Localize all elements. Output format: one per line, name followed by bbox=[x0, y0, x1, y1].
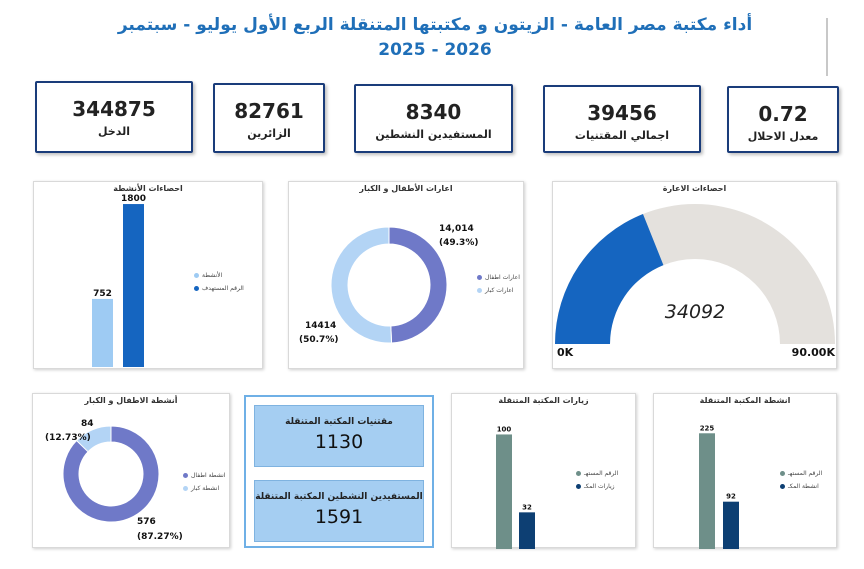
donut2-pct-children: (87.27%) bbox=[137, 532, 183, 542]
bar-visits-target bbox=[496, 434, 512, 549]
legend-activities: الأنشطة bbox=[202, 272, 223, 279]
mobile-activities-card: انشطة المكتبة المتنقلة 225 92 الرقم المس… bbox=[653, 393, 837, 549]
kpi-active-beneficiaries: 8340 المستفيدين النشطين bbox=[354, 84, 513, 153]
gauge-fill bbox=[555, 214, 664, 344]
legend-mact-actual: انشطة المكـ bbox=[788, 483, 819, 490]
legend-dot-icon bbox=[183, 473, 188, 478]
donut-slice-0 bbox=[62, 425, 160, 523]
bar-activities bbox=[92, 298, 113, 367]
bar-activities-label: 752 bbox=[93, 289, 112, 299]
activities-donut-legend: انشطة اطفال انشطة كبار bbox=[183, 472, 225, 498]
activities-legend: الأنشطة الرقم المستهدف bbox=[194, 272, 244, 298]
donut-label-adults: 14414 bbox=[305, 321, 336, 331]
bar-visits-actual-label: 32 bbox=[522, 503, 532, 511]
mobile-visits-card: زيارات المكتبة المتنقلة 100 32 الرقم الم… bbox=[451, 393, 636, 549]
bar-mact-actual bbox=[723, 501, 739, 549]
bar-mact-target-label: 225 bbox=[700, 424, 715, 432]
donut-slice-1 bbox=[330, 226, 393, 344]
bar-target-label: 1800 bbox=[121, 194, 146, 204]
mobile-active-value: 1591 bbox=[314, 506, 364, 528]
kpi-visitors-value: 82761 bbox=[234, 99, 304, 123]
donut-slice-1 bbox=[75, 425, 112, 453]
gauge-value: 34092 bbox=[665, 301, 725, 323]
mobile-visits-svg: 100 32 bbox=[496, 425, 535, 549]
bar-mact-actual-label: 92 bbox=[726, 493, 736, 501]
bar-visits-target-label: 100 bbox=[497, 425, 512, 433]
gauge-min: 0K bbox=[557, 346, 574, 359]
kpi-income: 344875 الدخل bbox=[35, 81, 193, 153]
activities-chart-svg: 752 1800 bbox=[92, 194, 146, 367]
kpi-income-label: الدخل bbox=[97, 125, 130, 138]
dashboard-title: أداء مكتبة مصر العامة - الزيتون و مكتبته… bbox=[40, 12, 830, 62]
donut2-label-adults: 84 bbox=[81, 419, 94, 429]
legend-dot-icon bbox=[194, 286, 199, 291]
activities-donut-svg: 84 (12.73%) 576 (87.27%) bbox=[45, 419, 183, 542]
legend-dot-icon bbox=[477, 288, 482, 293]
loans-donut-card: اعارات الأطفال و الكبار 14,014 (49.3%) 1… bbox=[288, 181, 524, 369]
loans-gauge-card: احصاءات الاعارة 34092 0K 90.00K bbox=[552, 181, 837, 369]
bar-visits-actual bbox=[519, 512, 535, 549]
loans-donut-title: اعارات الأطفال و الكبار bbox=[359, 184, 453, 193]
mobile-active-box: المستفيدين النشطين المكتبة المتنقلة 1591 bbox=[254, 480, 424, 542]
bar-target bbox=[123, 204, 144, 367]
donut-pct-children: (49.3%) bbox=[439, 238, 478, 248]
legend-dot-icon bbox=[780, 484, 785, 489]
mobile-activities-title: انشطة المكتبة المتنقلة bbox=[699, 396, 791, 405]
donut-slice-0 bbox=[388, 226, 448, 344]
loans-donut-svg: 14,014 (49.3%) 14414 (50.7%) bbox=[299, 224, 478, 345]
bar-mact-target bbox=[699, 433, 715, 549]
legend-children-activities: انشطة اطفال bbox=[191, 472, 226, 479]
legend-adult-loans: اعارات كبار bbox=[485, 287, 514, 294]
kpi-total-collections: 39456 اجمالي المقتنيات bbox=[543, 85, 701, 153]
kpi-active-value: 8340 bbox=[405, 100, 462, 124]
mobile-visits-title: زيارات المكتبة المتنقلة bbox=[498, 396, 589, 405]
mobile-collections-box: مقتنيات المكتبة المتنقلة 1130 bbox=[254, 405, 424, 467]
legend-adult-activities: انشطة كبار bbox=[191, 485, 220, 492]
title-line-2: 2025 - 2026 bbox=[378, 40, 492, 60]
legend-dot-icon bbox=[576, 484, 581, 489]
gauge-max: 90.00K bbox=[792, 346, 836, 359]
legend-dot-icon bbox=[477, 275, 482, 280]
donut2-label-children: 576 bbox=[137, 517, 156, 527]
legend-children-loans: اعارات اطفال bbox=[485, 274, 520, 281]
mobile-collections-label: مقتنيات المكتبة المتنقلة bbox=[285, 417, 393, 427]
activities-chart-card: احصاءات الأنشطة 752 1800 الأنشطة الرقم ا… bbox=[33, 181, 263, 369]
activities-donut-card: أنشطة الاطفال و الكبار 84 (12.73%) 576 (… bbox=[32, 393, 230, 548]
gauge-title: احصاءات الاعارة bbox=[662, 184, 727, 193]
mobile-activities-svg: 225 92 bbox=[699, 424, 739, 549]
mobile-active-label: المستفيدين النشطين المكتبة المتنقلة bbox=[255, 492, 423, 502]
kpi-rate-value: 0.72 bbox=[758, 102, 808, 126]
divider bbox=[826, 18, 828, 76]
kpi-income-value: 344875 bbox=[72, 97, 156, 121]
activities-chart-title: احصاءات الأنشطة bbox=[113, 184, 183, 193]
kpi-rate-label: معدل الاحلال bbox=[747, 130, 819, 143]
kpi-active-label: المستفيدين النشطين bbox=[375, 128, 492, 141]
mobile-activities-legend: الرقم المستهـ انشطة المكـ bbox=[780, 470, 822, 496]
mobile-library-panel: مقتنيات المكتبة المتنقلة 1130 المستفيدين… bbox=[244, 395, 434, 548]
kpi-visitors-label: الزائرين bbox=[247, 127, 291, 140]
title-line-1: أداء مكتبة مصر العامة - الزيتون و مكتبته… bbox=[117, 15, 753, 35]
loans-legend: اعارات اطفال اعارات كبار bbox=[477, 274, 520, 300]
legend-visits-actual: زيارات المكـ bbox=[584, 483, 615, 490]
legend-dot-icon bbox=[183, 486, 188, 491]
kpi-collections-label: اجمالي المقتنيات bbox=[574, 129, 670, 142]
mobile-visits-legend: الرقم المستهـ زيارات المكـ bbox=[576, 470, 618, 496]
loans-donut bbox=[330, 226, 448, 344]
legend-mact-target: الرقم المستهـ bbox=[788, 470, 823, 477]
legend-target: الرقم المستهدف bbox=[202, 285, 244, 292]
legend-dot-icon bbox=[780, 471, 785, 476]
legend-dot-icon bbox=[194, 273, 199, 278]
donut-pct-adults: (50.7%) bbox=[299, 335, 338, 345]
legend-dot-icon bbox=[576, 471, 581, 476]
gauge-svg: 34092 0K 90.00K bbox=[555, 204, 836, 359]
donut2-pct-adults: (12.73%) bbox=[45, 433, 91, 443]
kpi-visitors: 82761 الزائرين bbox=[213, 83, 325, 153]
activities-donut-title: أنشطة الاطفال و الكبار bbox=[84, 396, 178, 405]
mobile-collections-value: 1130 bbox=[314, 431, 364, 453]
kpi-replacement-rate: 0.72 معدل الاحلال bbox=[727, 86, 839, 153]
kpi-collections-value: 39456 bbox=[587, 101, 657, 125]
legend-visits-target: الرقم المستهـ bbox=[584, 470, 619, 477]
activities-donut bbox=[62, 425, 160, 523]
donut-label-children: 14,014 bbox=[439, 224, 474, 234]
